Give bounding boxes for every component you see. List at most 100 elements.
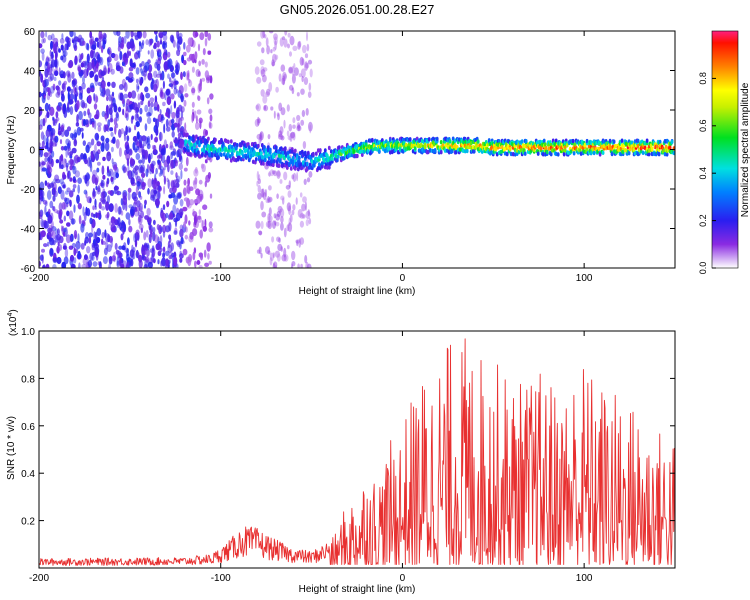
heat-cell [230, 151, 234, 157]
heat-cell [43, 152, 49, 158]
heat-cell [297, 263, 300, 268]
heat-cell [202, 225, 207, 232]
heat-cell [153, 219, 156, 225]
heat-cell [279, 126, 284, 135]
heat-cell [118, 84, 124, 90]
heat-cell [45, 31, 48, 38]
heat-cell [93, 120, 97, 130]
heat-cell [138, 214, 142, 223]
heat-cell [657, 152, 661, 157]
heat-cell [55, 159, 60, 164]
heat-cell [141, 39, 145, 46]
heat-cell [77, 38, 81, 43]
heat-cell [126, 257, 131, 263]
heat-cell [309, 68, 313, 78]
heat-cell [192, 137, 195, 142]
heat-cell [39, 198, 42, 205]
heat-cell [179, 228, 184, 238]
heat-cell [136, 200, 141, 208]
heat-cell [174, 160, 178, 167]
heat-cell [160, 207, 163, 213]
heat-cell [256, 116, 260, 126]
heat-cell [158, 31, 164, 39]
heat-cell [208, 260, 212, 265]
heat-cell [48, 228, 54, 237]
heat-cell [167, 73, 170, 79]
heat-cell [159, 247, 163, 252]
heat-cell [138, 205, 142, 212]
heat-cell [274, 145, 278, 150]
heat-cell [207, 136, 210, 141]
heat-cell [261, 211, 267, 218]
heat-cell [172, 204, 177, 215]
heat-cell [159, 131, 162, 142]
heat-cell [47, 87, 51, 96]
heat-cell [170, 93, 175, 100]
heat-cell [104, 113, 108, 120]
heat-cell [125, 144, 130, 155]
heat-cell [262, 145, 266, 150]
heat-cell [99, 261, 102, 267]
heat-cell [142, 31, 147, 39]
heat-cell [69, 235, 73, 243]
heat-cell [138, 223, 144, 230]
heat-cell [163, 123, 166, 134]
heat-cell [199, 195, 203, 202]
heat-cell [85, 42, 89, 51]
heat-cell [196, 140, 199, 145]
heat-cell [66, 222, 71, 227]
heat-cell [176, 150, 180, 158]
heat-cell [536, 151, 540, 156]
heat-cell [199, 32, 205, 41]
heat-cell [58, 202, 63, 212]
heat-cell [73, 257, 77, 264]
heat-cell [152, 179, 158, 190]
heat-cell [176, 107, 180, 115]
heat-cell [408, 137, 412, 142]
heat-cell [64, 197, 70, 205]
heat-cell [97, 81, 102, 87]
heat-cell [52, 83, 56, 91]
heat-cell [62, 50, 68, 57]
heat-cell [193, 180, 197, 190]
heat-cell [51, 150, 55, 158]
heat-cell [185, 139, 188, 144]
heat-cell [196, 260, 201, 265]
heat-cell [123, 223, 127, 233]
heat-cell [147, 72, 153, 81]
heat-cell [66, 210, 70, 217]
y-tick-label: -60 [21, 264, 36, 275]
heat-cell [147, 100, 151, 108]
heat-cell [145, 111, 151, 118]
heat-cell [99, 34, 104, 39]
heat-cell [179, 250, 182, 256]
colorbar-tick-label: 0.6 [698, 120, 708, 133]
heat-cell [144, 199, 147, 206]
heat-cell [296, 114, 301, 122]
heat-cell [168, 221, 172, 232]
heat-cell [256, 249, 261, 254]
heat-cell [184, 234, 188, 240]
heat-cell [170, 170, 174, 175]
heat-cell [220, 152, 223, 157]
colorbar: 0.0 0.2 0.4 0.6 0.8 Normalized spectral ampl… [698, 30, 750, 274]
heat-cell [67, 149, 70, 156]
heat-cell [49, 85, 55, 94]
heat-cell [195, 69, 201, 77]
heat-cell [39, 60, 43, 68]
heat-cell [58, 122, 61, 131]
heat-cell [165, 112, 169, 117]
heat-cell [201, 220, 204, 229]
heat-cell [163, 175, 166, 185]
heat-cell [283, 254, 289, 262]
heat-cell [132, 141, 136, 151]
heat-cell [96, 141, 102, 147]
heat-cell [168, 234, 172, 240]
heat-cell [71, 218, 75, 225]
heat-cell [272, 46, 276, 52]
heat-cell [186, 72, 190, 81]
heat-cell [300, 88, 305, 95]
y-tick-label: -20 [21, 185, 36, 196]
heat-cell [144, 104, 149, 113]
heat-cell [72, 188, 75, 193]
